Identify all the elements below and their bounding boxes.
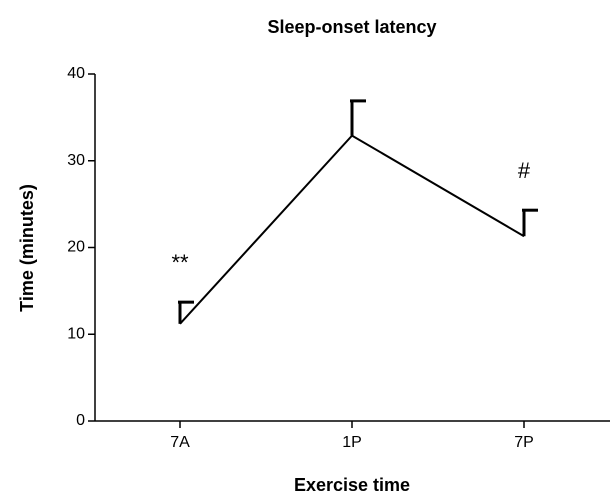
x-axis-label: Exercise time [294,475,410,495]
annotation: ** [171,250,189,275]
y-tick-label: 0 [76,412,85,429]
y-tick-label: 10 [67,325,85,342]
chart-title: Sleep-onset latency [267,17,436,37]
error-bar [178,300,194,324]
line [179,134,525,325]
annotation: # [518,158,531,183]
y-axis-label: Time (minutes) [17,184,37,312]
error-bar [350,99,366,136]
x-tick-label: 7P [514,434,534,451]
y-tick-label: 20 [67,239,85,256]
error-bar [522,208,538,237]
x-tick-label: 7A [170,434,190,451]
x-tick-label: 1P [342,434,362,451]
y-tick-label: 40 [67,65,85,82]
y-tick-label: 30 [67,152,85,169]
